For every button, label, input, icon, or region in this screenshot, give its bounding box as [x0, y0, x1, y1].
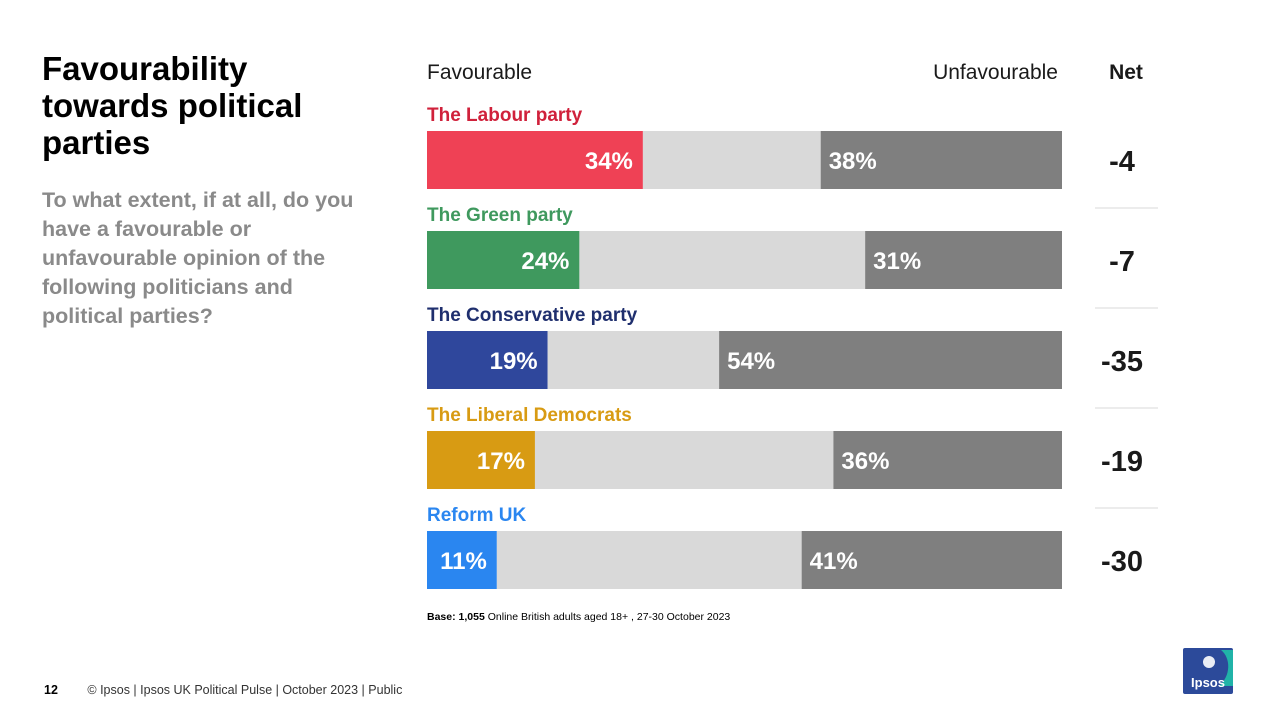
favourable-bar [427, 231, 580, 289]
page-number: 12 [44, 683, 58, 697]
unfavourable-bar [820, 131, 1062, 189]
net-value: -7 [1109, 246, 1135, 278]
unfavourable-bar [865, 231, 1062, 289]
favourable-value-label: 11% [440, 548, 487, 575]
unfavourable-header: Unfavourable [933, 61, 1058, 84]
base-label: Base: [427, 611, 456, 623]
base-text: Online British adults aged 18+ , 27-30 O… [487, 611, 731, 623]
favourable-bar [427, 531, 497, 589]
page-title: Favourability towards political parties [42, 50, 303, 161]
base-note: Base: 1,055 Online British adults aged 1… [427, 611, 730, 623]
favourable-value-label: 24% [521, 248, 569, 275]
party-label: The Green party [427, 205, 573, 226]
unfavourable-value-label: 36% [841, 448, 889, 475]
party-label: The Conservative party [427, 305, 638, 326]
net-value: -4 [1109, 146, 1135, 178]
footer-text: © Ipsos | Ipsos UK Political Pulse | Oct… [87, 683, 403, 697]
neutral-bar [579, 231, 866, 289]
neutral-bar [547, 331, 720, 389]
unfavourable-bar [719, 331, 1062, 389]
footer: 12 © Ipsos | Ipsos UK Political Pulse | … [44, 683, 402, 697]
favourable-bar [427, 131, 643, 189]
favourable-bar [427, 331, 548, 389]
unfavourable-value-label: 41% [810, 548, 858, 575]
party-label: The Labour party [427, 105, 583, 126]
unfavourable-bar [833, 431, 1062, 489]
neutral-bar [496, 531, 802, 589]
favourable-header: Favourable [427, 61, 533, 84]
logo-text: Ipsos [1191, 675, 1225, 690]
favourable-bar [427, 431, 535, 489]
survey-question: To what extent, if at all, do you have a… [42, 188, 354, 328]
net-value: -35 [1101, 346, 1143, 378]
neutral-bar [642, 131, 821, 189]
party-label: Reform UK [427, 505, 527, 526]
net-value: -30 [1101, 546, 1143, 578]
net-header: Net [1109, 61, 1143, 84]
party-label: The Liberal Democrats [427, 405, 632, 426]
neutral-bar [534, 431, 834, 489]
unfavourable-bar [801, 531, 1062, 589]
favourable-value-label: 17% [477, 448, 525, 475]
base-count: 1,055 [458, 611, 485, 623]
unfavourable-value-label: 38% [829, 148, 877, 175]
favourable-value-label: 19% [490, 348, 538, 375]
ipsos-logo: Ipsos [1183, 648, 1233, 694]
net-value: -19 [1101, 446, 1143, 478]
unfavourable-value-label: 54% [727, 348, 775, 375]
unfavourable-value-label: 31% [873, 248, 921, 275]
favourable-value-label: 34% [585, 148, 633, 175]
